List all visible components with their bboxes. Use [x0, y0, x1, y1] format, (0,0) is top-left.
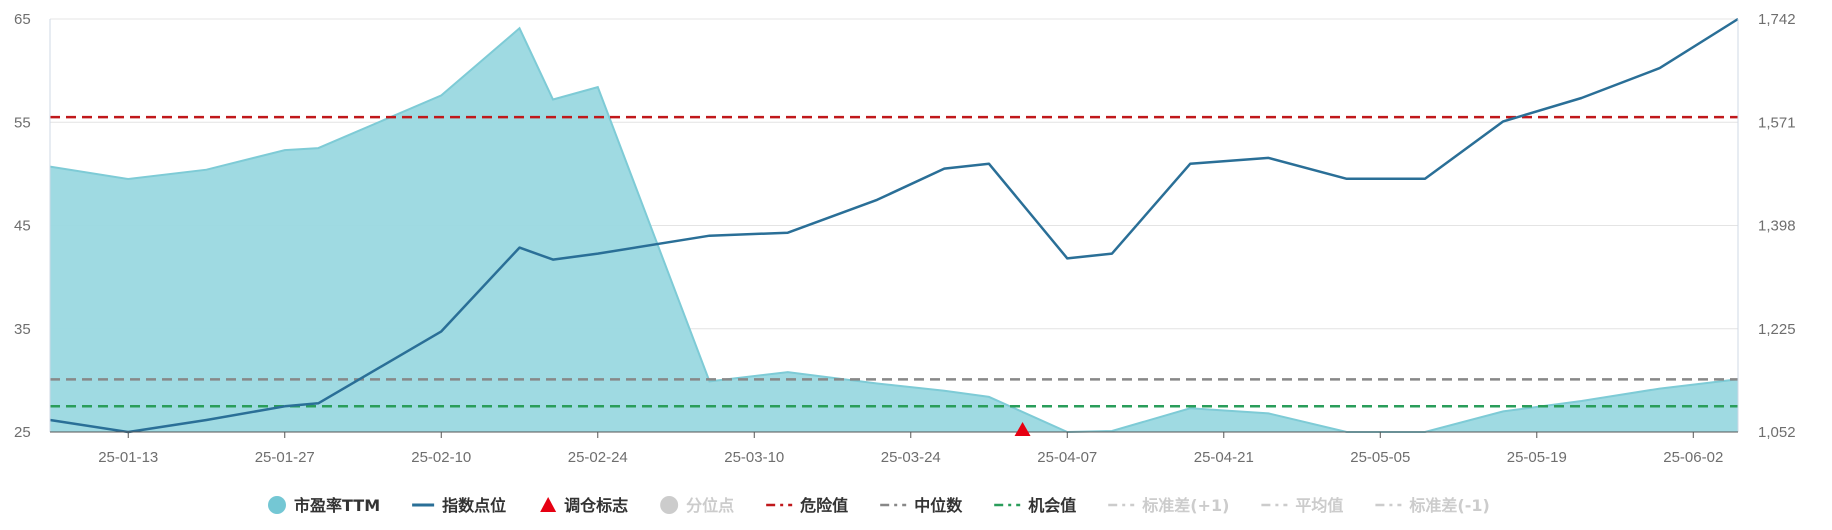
x-tick-label: 25-05-19 — [1507, 449, 1567, 466]
x-tick-label: 25-04-21 — [1194, 449, 1254, 466]
x-tick-label: 25-03-24 — [881, 449, 941, 466]
triangle-icon — [540, 497, 557, 512]
legend-label: 市盈率TTM — [294, 496, 380, 515]
legend: 市盈率TTM 指数点位 调仓标志 分位点 危险值 中位数 机会值 标准差(+1) 平均值 标准差(… — [268, 496, 1490, 515]
reference-lines — [50, 115, 1738, 408]
axes: 25 1,052 35 1,225 45 1,398 55 1,571 65 1,742 25-01… — [14, 11, 1796, 466]
x-tick-label: 25-01-27 — [255, 449, 315, 466]
legend-item: 危险值 — [766, 496, 848, 515]
rebalance-marker — [1014, 422, 1031, 436]
x-tick-label: 25-04-07 — [1037, 449, 1097, 466]
x-tick-label: 25-02-10 — [411, 449, 471, 466]
legend-label: 分位点 — [686, 496, 734, 515]
x-tick-label: 25-06-02 — [1663, 449, 1723, 466]
legend-item: 平均值 — [1261, 496, 1343, 515]
legend-label: 标准差(+1) — [1141, 496, 1229, 515]
x-tick-label: 25-05-05 — [1350, 449, 1410, 466]
legend-label: 标准差(-1) — [1408, 496, 1489, 515]
y-left-tick-label: 25 — [14, 424, 31, 441]
y-left-tick-label: 45 — [14, 218, 31, 235]
legend-label: 指数点位 — [442, 496, 506, 515]
y-left-tick-label: 65 — [14, 11, 31, 28]
y-left-tick-label: 35 — [14, 321, 31, 338]
legend-label: 中位数 — [914, 496, 963, 515]
circle-icon — [660, 496, 679, 514]
legend-item: 调仓标志 — [540, 496, 628, 515]
pe-ttm-area — [50, 28, 1738, 433]
pe-area-layer — [49, 26, 1739, 434]
legend-item: 机会值 — [994, 496, 1076, 515]
x-tick-label: 25-03-10 — [724, 449, 784, 466]
x-tick-label: 25-01-13 — [98, 449, 158, 466]
legend-item: 分位点 — [660, 496, 734, 515]
legend-item: 指数点位 — [412, 496, 506, 515]
y-right-tick-label: 1,052 — [1758, 424, 1796, 441]
y-right-tick-label: 1,571 — [1758, 114, 1796, 131]
legend-label: 平均值 — [1295, 496, 1343, 515]
index-line-layer — [49, 17, 1739, 434]
legend-label: 调仓标志 — [564, 496, 628, 515]
pe-ttm-line — [49, 26, 1739, 434]
marker-layer — [1014, 422, 1031, 436]
legend-item: 标准差(+1) — [1108, 496, 1229, 515]
legend-label: 机会值 — [1028, 496, 1076, 515]
y-right-tick-label: 1,225 — [1758, 321, 1796, 338]
circle-icon — [268, 496, 286, 514]
legend-item: 中位数 — [880, 496, 963, 515]
legend-label: 危险值 — [800, 496, 848, 515]
x-tick-label: 25-02-24 — [568, 449, 628, 466]
legend-item: 市盈率TTM — [268, 496, 380, 515]
y-right-tick-label: 1,398 — [1758, 218, 1796, 235]
legend-item: 标准差(-1) — [1375, 496, 1490, 515]
index-points-line — [49, 17, 1739, 434]
y-right-tick-label: 1,742 — [1758, 11, 1796, 28]
y-left-tick-label: 55 — [14, 114, 31, 131]
